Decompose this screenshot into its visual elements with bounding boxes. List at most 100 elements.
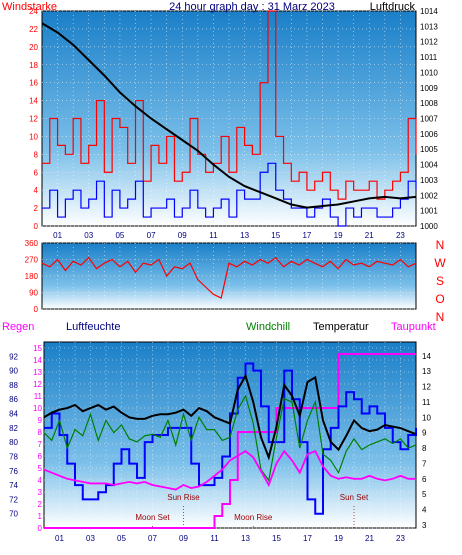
annotation-label: Sun Rise (167, 493, 200, 502)
humidity-tick-label: 78 (9, 452, 18, 461)
hour-tick-label: 07 (148, 534, 157, 543)
dewpoint-line (43, 449, 416, 491)
humidity-tick-label: 76 (9, 467, 18, 476)
wind-speed-tick-label: 8 (34, 150, 39, 159)
wind-pressure-series (41, 10, 417, 227)
wind-direction-tick-label: 0 (34, 305, 39, 314)
wind-direction-tick-label: 270 (25, 256, 39, 265)
temperature-tick-label: 5 (422, 490, 427, 499)
rain-tick-label: 11 (34, 392, 43, 401)
hour-tick-label: 19 (334, 534, 343, 543)
pressure-tick-label: 1005 (420, 145, 438, 154)
wind-speed-tick-label: 20 (29, 43, 38, 52)
left-axis-title-windstarke: Windstarke (2, 1, 57, 13)
humidity-tick-label: 70 (9, 510, 18, 519)
humidity-tick-label: 84 (9, 410, 18, 419)
hour-tick-label: 19 (334, 231, 343, 240)
humidity-tick-label: 80 (9, 438, 18, 447)
rain-line (44, 353, 416, 529)
hour-tick-label: 01 (55, 534, 64, 543)
hour-tick-label: 21 (365, 534, 374, 543)
wind-speed-line (42, 162, 417, 227)
humidity-axis: 70 72 74 76 78 80 82 84 86 88 90 92 (9, 352, 18, 518)
pressure-tick-label: 1003 (420, 176, 438, 185)
hour-tick-label: 17 (302, 231, 311, 240)
annotation-label: Moon Rise (234, 513, 273, 522)
gust-line (42, 10, 417, 200)
humidity-tick-label: 86 (9, 395, 18, 404)
pressure-tick-label: 1001 (420, 207, 438, 216)
rain-tick-label: 8 (38, 428, 43, 437)
wind-speed-tick-label: 12 (29, 115, 38, 124)
rain-tick-label: 4 (38, 476, 43, 485)
pressure-tick-label: 1002 (420, 191, 438, 200)
temperature-tick-label: 8 (422, 444, 427, 453)
humidity-tick-label: 90 (9, 367, 18, 376)
hour-tick-label: 21 (365, 231, 374, 240)
temperature-tick-label: 3 (422, 521, 427, 530)
temperature-tick-label: 6 (422, 475, 427, 484)
pressure-tick-label: 1014 (420, 7, 438, 16)
rain-tick-label: 13 (33, 368, 42, 377)
hour-tick-label: 03 (84, 231, 93, 240)
rain-tick-label: 9 (38, 416, 43, 425)
temperature-tick-label: 13 (422, 367, 431, 376)
temperature-line (43, 373, 417, 461)
compass-label: S (436, 274, 444, 288)
wind-direction-series (41, 256, 417, 299)
compass-label: W (434, 256, 446, 270)
pressure-tick-label: 1009 (420, 84, 438, 93)
rain-tick-label: 14 (33, 356, 42, 365)
pressure-tick-label: 1000 (420, 222, 438, 231)
wind-speed-tick-label: 24 (29, 7, 38, 16)
wind-pressure-hour-axis: 01 03 05 07 09 11 13 15 17 19 21 23 (53, 231, 405, 240)
windchill-line (43, 394, 417, 482)
temperature-tick-label: 11 (422, 398, 431, 407)
wind-direction-tick-label: 180 (25, 272, 39, 281)
temperature-tick-label: 10 (422, 413, 431, 422)
wind-direction-line (41, 256, 417, 299)
label-luftfeuchte: Luftfeuchte (66, 321, 120, 333)
annotation-label: Moon Set (135, 513, 170, 522)
wind-speed-tick-label: 2 (34, 204, 39, 213)
hour-tick-label: 09 (179, 534, 188, 543)
rain-tick-label: 7 (38, 440, 43, 449)
hour-tick-label: 11 (210, 534, 219, 543)
hour-tick-label: 07 (147, 231, 156, 240)
pressure-tick-label: 1011 (420, 53, 438, 62)
wind-direction-tick-label: 360 (25, 239, 39, 248)
humidity-temperature-series (43, 353, 417, 529)
compass-label: N (436, 310, 445, 324)
wind-speed-tick-label: 14 (29, 97, 38, 106)
hour-tick-label: 03 (86, 534, 95, 543)
rain-tick-label: 2 (38, 500, 43, 509)
wind-direction-tick-label: 90 (29, 289, 38, 298)
pressure-tick-label: 1008 (420, 99, 438, 108)
label-windchill: Windchill (246, 321, 290, 333)
hour-tick-label: 01 (53, 231, 62, 240)
pressure-tick-label: 1012 (420, 38, 438, 47)
rain-tick-label: 3 (38, 488, 43, 497)
temperature-tick-label: 4 (422, 506, 427, 515)
rain-tick-label: 5 (38, 464, 43, 473)
humidity-tick-label: 88 (9, 381, 18, 390)
wind-speed-tick-label: 6 (34, 168, 39, 177)
temperature-tick-label: 7 (422, 459, 427, 468)
pressure-tick-label: 1013 (420, 22, 438, 31)
hour-tick-label: 23 (396, 231, 405, 240)
label-taupunkt: Taupunkt (391, 321, 436, 333)
hour-tick-label: 11 (209, 231, 218, 240)
pressure-axis: 1000 1001 1002 1003 1004 1005 1006 1007 1008 1009… (420, 7, 438, 231)
right-axis-title-luftdruck: Luftdruck (370, 1, 416, 13)
rain-tick-label: 0 (38, 524, 43, 533)
compass-label: N (436, 238, 445, 252)
compass-label: O (435, 292, 444, 306)
temperature-tick-label: 12 (422, 383, 431, 392)
pressure-line (41, 22, 417, 209)
temperature-axis: 3 4 5 6 7 8 9 10 11 12 13 14 (422, 352, 431, 530)
